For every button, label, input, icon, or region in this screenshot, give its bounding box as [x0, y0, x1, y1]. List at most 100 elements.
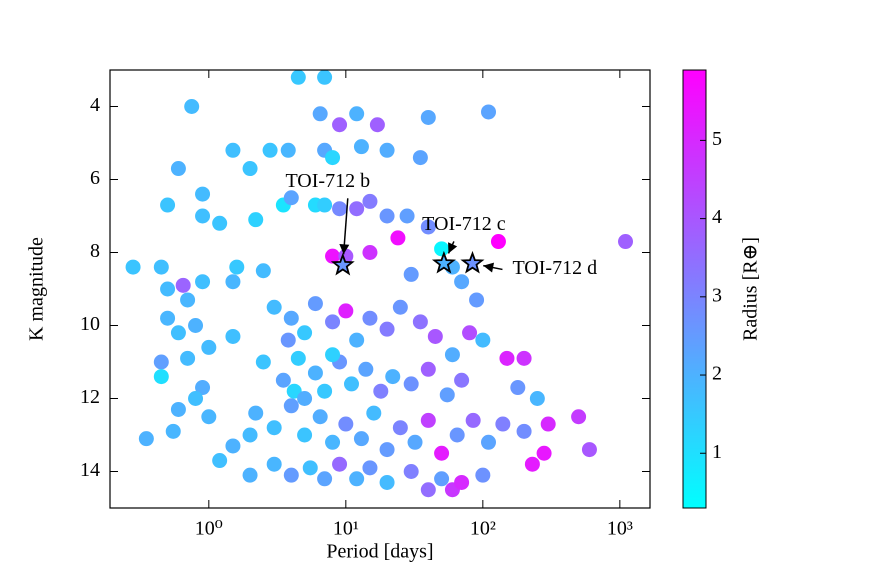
- point: [536, 445, 552, 461]
- point: [297, 391, 313, 406]
- planet-star: [460, 250, 485, 274]
- point: [369, 117, 385, 133]
- point: [307, 296, 323, 312]
- y-tick-label: 14: [80, 459, 100, 481]
- point: [407, 434, 423, 450]
- point: [153, 259, 169, 275]
- y-tick-label: 8: [90, 240, 100, 262]
- point: [283, 398, 299, 414]
- point: [312, 409, 328, 425]
- point: [529, 391, 545, 406]
- x-tick-label: 10⁰: [195, 518, 223, 540]
- point: [469, 292, 485, 308]
- annotation-arrowhead: [448, 242, 458, 254]
- point: [290, 69, 306, 85]
- point: [373, 383, 389, 399]
- point: [195, 186, 211, 202]
- point: [499, 350, 515, 366]
- point: [242, 467, 258, 483]
- annotation-label: TOI-712 d: [512, 257, 597, 279]
- point: [317, 471, 333, 487]
- point: [280, 142, 296, 158]
- point: [170, 401, 186, 417]
- point: [349, 471, 365, 487]
- point: [242, 161, 258, 177]
- point: [317, 69, 333, 85]
- point: [195, 274, 211, 290]
- point: [229, 259, 245, 275]
- point: [338, 303, 354, 319]
- y-tick-label: 12: [80, 386, 100, 408]
- point: [349, 201, 365, 217]
- point: [540, 416, 556, 432]
- point: [403, 464, 419, 479]
- point: [225, 142, 241, 158]
- point: [420, 361, 436, 377]
- point: [379, 474, 395, 490]
- x-axis-label: Period [days]: [326, 541, 433, 563]
- colorbar-tick-label: 2: [712, 363, 722, 385]
- point: [449, 427, 465, 443]
- point: [188, 318, 204, 333]
- point: [454, 274, 470, 290]
- point: [349, 332, 365, 348]
- y-tick-label: 4: [90, 94, 100, 116]
- point: [618, 234, 634, 250]
- point: [212, 453, 228, 469]
- point: [434, 241, 450, 257]
- x-tick-label: 10²: [470, 518, 496, 540]
- point: [170, 325, 186, 341]
- point: [362, 460, 378, 476]
- point: [403, 376, 419, 392]
- point: [465, 412, 481, 428]
- point: [325, 248, 341, 264]
- point: [283, 310, 299, 326]
- point: [165, 423, 181, 439]
- point: [180, 292, 196, 308]
- colorbar-label: Radius [R⊕]: [740, 237, 762, 341]
- point: [392, 299, 408, 315]
- point: [297, 427, 313, 443]
- point: [434, 445, 450, 461]
- point: [392, 420, 408, 436]
- point: [510, 380, 526, 396]
- point: [212, 215, 228, 231]
- point: [160, 281, 176, 297]
- y-tick-label: 6: [90, 167, 100, 189]
- point: [307, 365, 323, 381]
- point: [302, 460, 318, 476]
- point: [581, 442, 597, 458]
- point: [248, 212, 264, 228]
- point: [283, 467, 299, 483]
- plot-frame: [109, 69, 651, 509]
- point: [153, 354, 169, 370]
- point: [379, 321, 395, 337]
- point: [175, 277, 191, 293]
- point: [225, 274, 241, 290]
- point: [362, 193, 378, 209]
- point: [390, 230, 406, 246]
- point: [201, 339, 217, 355]
- point: [516, 350, 532, 366]
- y-axis-label: K magnitude: [26, 237, 48, 341]
- point: [353, 431, 369, 447]
- point: [332, 117, 348, 133]
- point: [420, 219, 436, 235]
- point: [242, 427, 258, 443]
- point: [286, 383, 302, 399]
- x-tick-label: 10¹: [333, 518, 359, 540]
- point: [379, 442, 395, 458]
- point: [317, 383, 333, 399]
- point: [343, 376, 359, 392]
- point: [412, 314, 428, 330]
- point: [201, 409, 217, 425]
- point: [358, 361, 374, 377]
- colorbar-tick-label: 5: [712, 128, 722, 150]
- colorbar-tick-label: 3: [712, 284, 722, 306]
- point: [153, 369, 169, 385]
- annotation-arrowhead: [483, 262, 495, 273]
- point: [420, 109, 436, 125]
- point: [325, 434, 341, 450]
- point: [420, 482, 436, 498]
